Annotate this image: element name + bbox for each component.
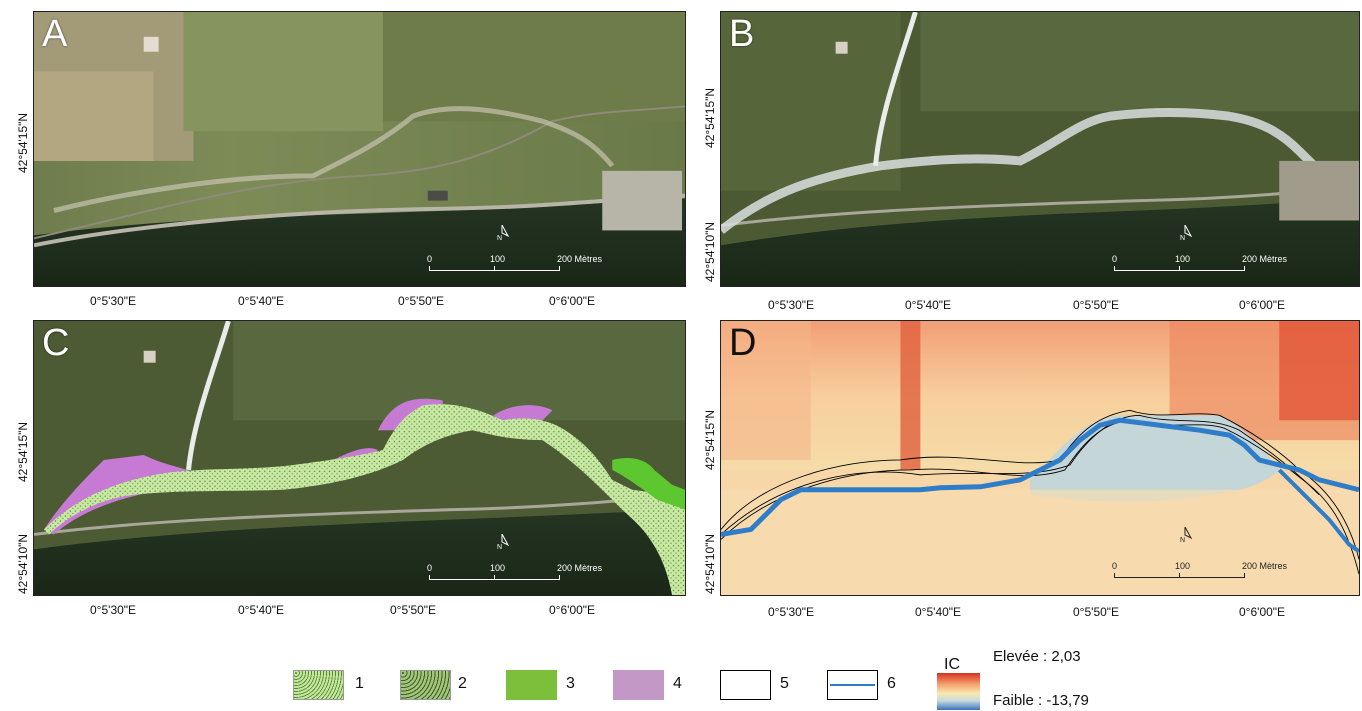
scale-bar: 0 100 200 Mètres (1112, 254, 1314, 284)
legend-swatch (613, 670, 664, 700)
legend-swatch (400, 670, 451, 700)
map-panel-d: D N 0 100 200 Mètres (720, 320, 1360, 596)
x-tick-label: 0°6'00"E (1239, 298, 1286, 312)
channel-line (721, 417, 1359, 537)
x-tick-label: 0°5'40"E (915, 605, 962, 619)
x-tick-label: 0°5'30"E (768, 298, 815, 312)
aerial-photo (34, 12, 685, 286)
x-tick-label: 0°5'30"E (90, 603, 137, 617)
x-tick-label: 0°5'30"E (768, 605, 815, 619)
north-arrow-icon (1184, 526, 1193, 540)
legend-swatch (720, 670, 771, 700)
x-tick-label: 0°5'30"E (90, 294, 137, 308)
y-tick-label: 42°54'10"N (703, 221, 717, 282)
north-arrow-icon (501, 224, 510, 238)
x-tick-label: 0°5'50"E (390, 603, 437, 617)
zone-type-3 (612, 458, 685, 510)
y-tick-label: 42°54'10"N (703, 533, 717, 594)
map-panel-c: C N 0 100 200 Mètres (33, 320, 686, 596)
x-tick-label: 0°6'00"E (1239, 605, 1286, 619)
ic-legend-title: IC (944, 656, 960, 673)
legend-swatch (293, 670, 344, 700)
north-arrow: N (494, 533, 510, 555)
ic-legend-low: Faible : -13,79 (993, 692, 1089, 709)
scale-bar: 0 100 200 Mètres (1112, 561, 1314, 591)
ic-legend-high: Elevée : 2,03 (993, 648, 1081, 665)
panel-label-a: A (42, 13, 68, 55)
x-tick-label: 0°5'40"E (238, 603, 285, 617)
y-tick-label: 42°54'15"N (703, 87, 717, 148)
north-arrow: N (1177, 526, 1193, 548)
north-arrow-icon (1184, 224, 1193, 238)
x-tick-label: 0°6'00"E (549, 294, 596, 308)
x-tick-label: 0°5'40"E (238, 294, 285, 308)
ic-raster (721, 321, 1359, 595)
north-arrow: N (494, 224, 510, 246)
north-arrow: N (1177, 224, 1193, 246)
map-panel-b: B N 0 100 200 Mètres (720, 11, 1360, 287)
scale-bar: 0 100 200 Mètres (427, 254, 629, 284)
y-tick-label: 42°54'10"N (16, 533, 30, 594)
y-tick-label: 42°54'15"N (16, 112, 30, 173)
y-tick-label: 42°54'15"N (16, 421, 30, 482)
aerial-photo (721, 12, 1359, 286)
panel-label-b: B (729, 13, 755, 55)
legend-swatch (506, 670, 557, 700)
x-tick-label: 0°5'50"E (1073, 605, 1120, 619)
ic-color-ramp (937, 673, 980, 710)
x-tick-label: 0°5'40"E (905, 298, 952, 312)
y-tick-label: 42°54'15"N (703, 409, 717, 470)
x-tick-label: 0°6'00"E (549, 603, 596, 617)
x-tick-label: 0°5'50"E (398, 294, 445, 308)
map-panel-a: A N 0 100 200 Mètres (33, 11, 686, 287)
aerial-photo (34, 321, 685, 595)
panel-label-c: C (42, 322, 70, 364)
x-tick-label: 0°5'50"E (1073, 298, 1120, 312)
panel-label-d: D (729, 322, 757, 364)
north-arrow-icon (501, 533, 510, 547)
scale-bar: 0 100 200 Mètres (427, 563, 629, 593)
legend-swatch (827, 670, 878, 700)
